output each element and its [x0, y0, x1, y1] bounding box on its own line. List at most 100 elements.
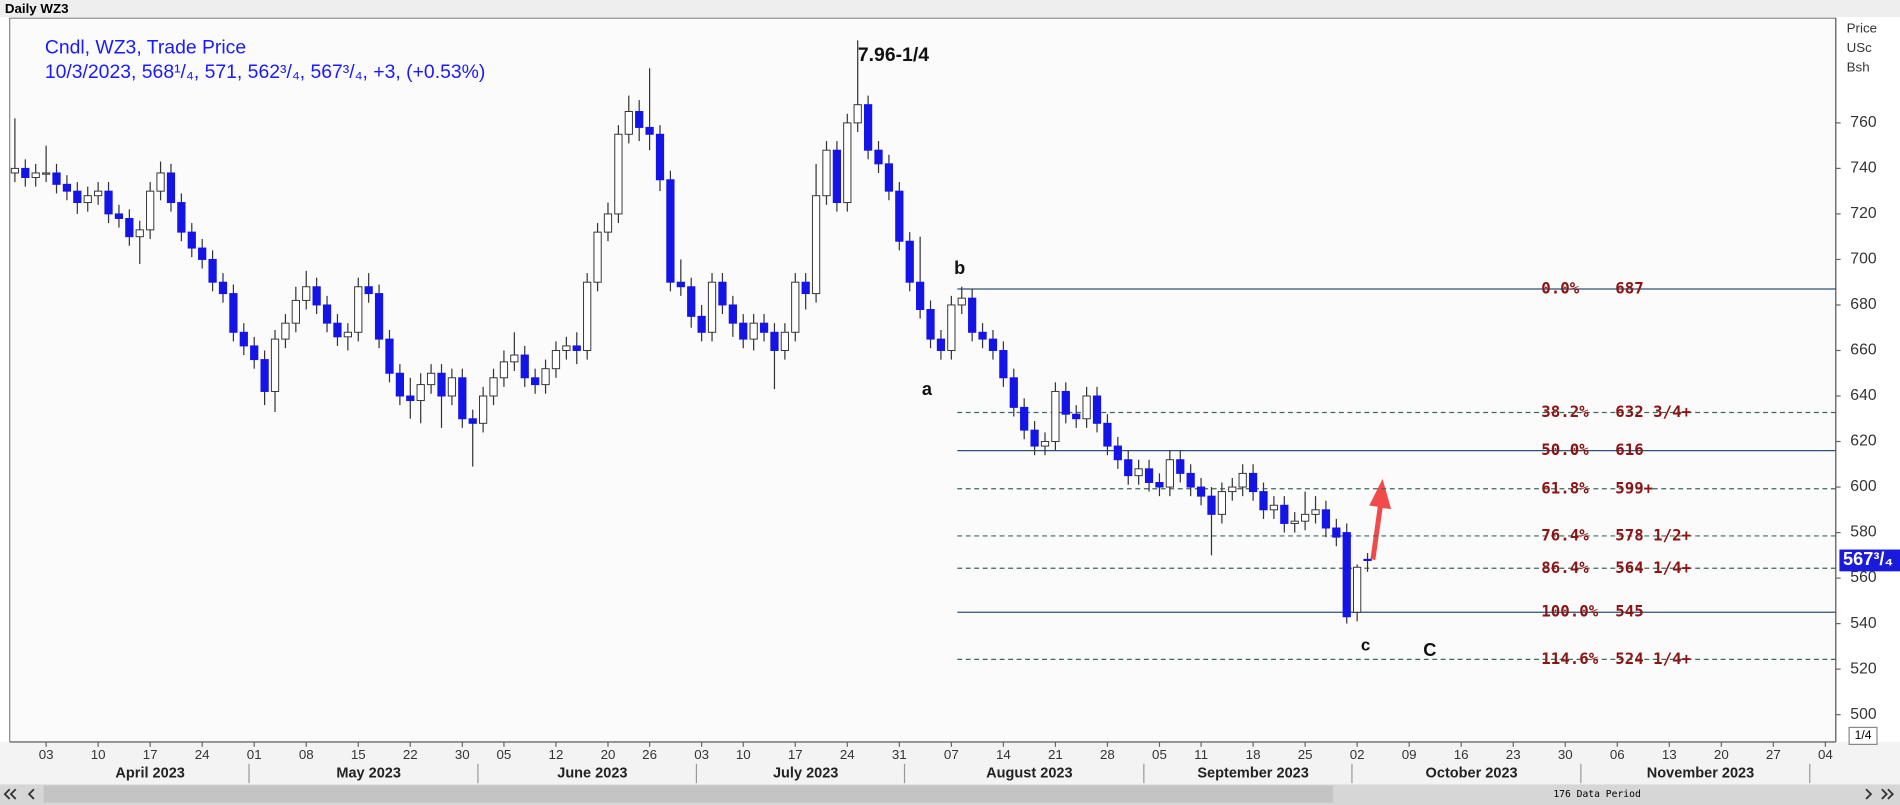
candle-body — [1238, 472, 1247, 488]
candle-body — [1009, 377, 1018, 408]
candle-body — [572, 345, 581, 351]
candle-body — [832, 149, 842, 204]
candle-body — [385, 338, 394, 374]
candle-body — [499, 361, 509, 379]
candle-body — [510, 354, 519, 363]
candle-body — [1342, 532, 1351, 618]
x-tick-label: 21 — [1048, 747, 1063, 762]
candle-body — [957, 297, 966, 306]
candle-body — [1124, 459, 1133, 477]
candle-body — [936, 338, 946, 351]
candle-body — [312, 286, 321, 306]
candle-body — [801, 281, 810, 295]
candle-body — [1207, 495, 1216, 515]
candle-body — [125, 217, 134, 238]
candle-body — [843, 122, 852, 204]
candle-body — [239, 331, 248, 347]
y-tick-label: 640 — [1850, 387, 1877, 404]
candle-body — [1061, 390, 1070, 415]
candle-body — [374, 293, 384, 340]
x-tick-label: 28 — [1100, 747, 1115, 762]
x-tick-label: 05 — [497, 747, 512, 762]
month-label: August 2023 — [986, 765, 1072, 781]
x-tick-label: 30 — [455, 747, 470, 762]
x-tick-label: 13 — [1662, 747, 1677, 762]
y-tick-label: 580 — [1850, 524, 1877, 541]
candle-body — [62, 183, 72, 192]
candle-body — [614, 133, 623, 215]
page-indicator[interactable]: 1/4 — [1855, 728, 1872, 742]
candle-body — [1134, 468, 1143, 477]
candle-body — [198, 247, 207, 260]
candle-body — [531, 377, 540, 386]
x-tick-label: 16 — [1454, 747, 1469, 762]
candle-body — [749, 322, 758, 340]
candle-body — [479, 395, 488, 424]
month-label: October 2023 — [1426, 765, 1518, 781]
candle-body — [21, 167, 30, 178]
x-tick-label: 26 — [642, 747, 657, 762]
candle-body — [1228, 486, 1237, 493]
candle-body — [791, 281, 800, 333]
x-tick-label: 10 — [91, 747, 106, 762]
candle-body — [895, 190, 904, 242]
y-axis-label: Bsh — [1847, 59, 1870, 74]
chart-title: Daily WZ3 — [5, 1, 69, 16]
annotation: C — [1423, 640, 1436, 660]
fib-price: 687 — [1615, 279, 1643, 298]
candle-body — [1186, 472, 1195, 488]
x-tick-label: 03 — [694, 747, 709, 762]
month-label: April 2023 — [115, 765, 184, 781]
month-label: September 2023 — [1197, 765, 1308, 781]
scroll-left-buttons[interactable] — [3, 788, 35, 800]
x-tick-label: 24 — [840, 747, 855, 762]
candle-body — [853, 104, 862, 124]
candle-body — [1353, 566, 1362, 613]
candle-body — [759, 322, 769, 333]
x-tick-label: 11 — [1194, 747, 1208, 762]
candle-body — [135, 229, 144, 238]
candle-body — [52, 172, 61, 185]
candle-body — [1176, 459, 1185, 474]
candle-body — [1092, 395, 1102, 424]
legend-line: 10/3/2023, 568¹/₄, 571, 562³/₄, 567³/₄, … — [45, 61, 485, 83]
candle-body — [218, 281, 228, 295]
fib-price: 545 — [1615, 602, 1643, 621]
candle-body — [1196, 486, 1206, 497]
scroll-right-buttons[interactable] — [1865, 788, 1895, 800]
candle-body — [1332, 527, 1341, 538]
candle-body — [343, 331, 352, 338]
candle-body — [811, 195, 821, 295]
y-tick-label: 700 — [1850, 251, 1877, 268]
candle-body — [260, 359, 269, 392]
candle-body — [395, 372, 405, 397]
scrollbar-label: 176 Data Period — [1553, 789, 1640, 800]
candle-body — [291, 299, 300, 324]
candle-body — [1321, 509, 1331, 529]
y-tick-label: 660 — [1850, 342, 1877, 359]
candle-body — [208, 258, 217, 283]
candle-body — [447, 377, 457, 397]
candle-body — [635, 111, 644, 128]
candle-body — [718, 281, 727, 306]
y-tick-label: 760 — [1850, 114, 1877, 131]
month-label: June 2023 — [557, 765, 627, 781]
candle-body — [1020, 406, 1029, 431]
candle-body — [926, 309, 935, 340]
page-indicator-box[interactable] — [1848, 726, 1878, 745]
candle-body — [1155, 482, 1164, 488]
scrollbar-thumb[interactable] — [43, 785, 1333, 803]
plot-area — [9, 17, 1837, 743]
candle-body — [31, 172, 40, 178]
x-tick-label: 14 — [996, 747, 1011, 762]
candle-body — [770, 331, 779, 351]
candle-body — [999, 349, 1008, 379]
y-tick-label: 680 — [1850, 296, 1877, 313]
candle-body — [1082, 395, 1091, 420]
y-tick-label: 540 — [1850, 615, 1877, 632]
candle-body — [551, 349, 561, 370]
x-tick-label: 15 — [351, 747, 366, 762]
y-tick-label: 520 — [1850, 660, 1877, 677]
candle-body — [73, 190, 82, 204]
